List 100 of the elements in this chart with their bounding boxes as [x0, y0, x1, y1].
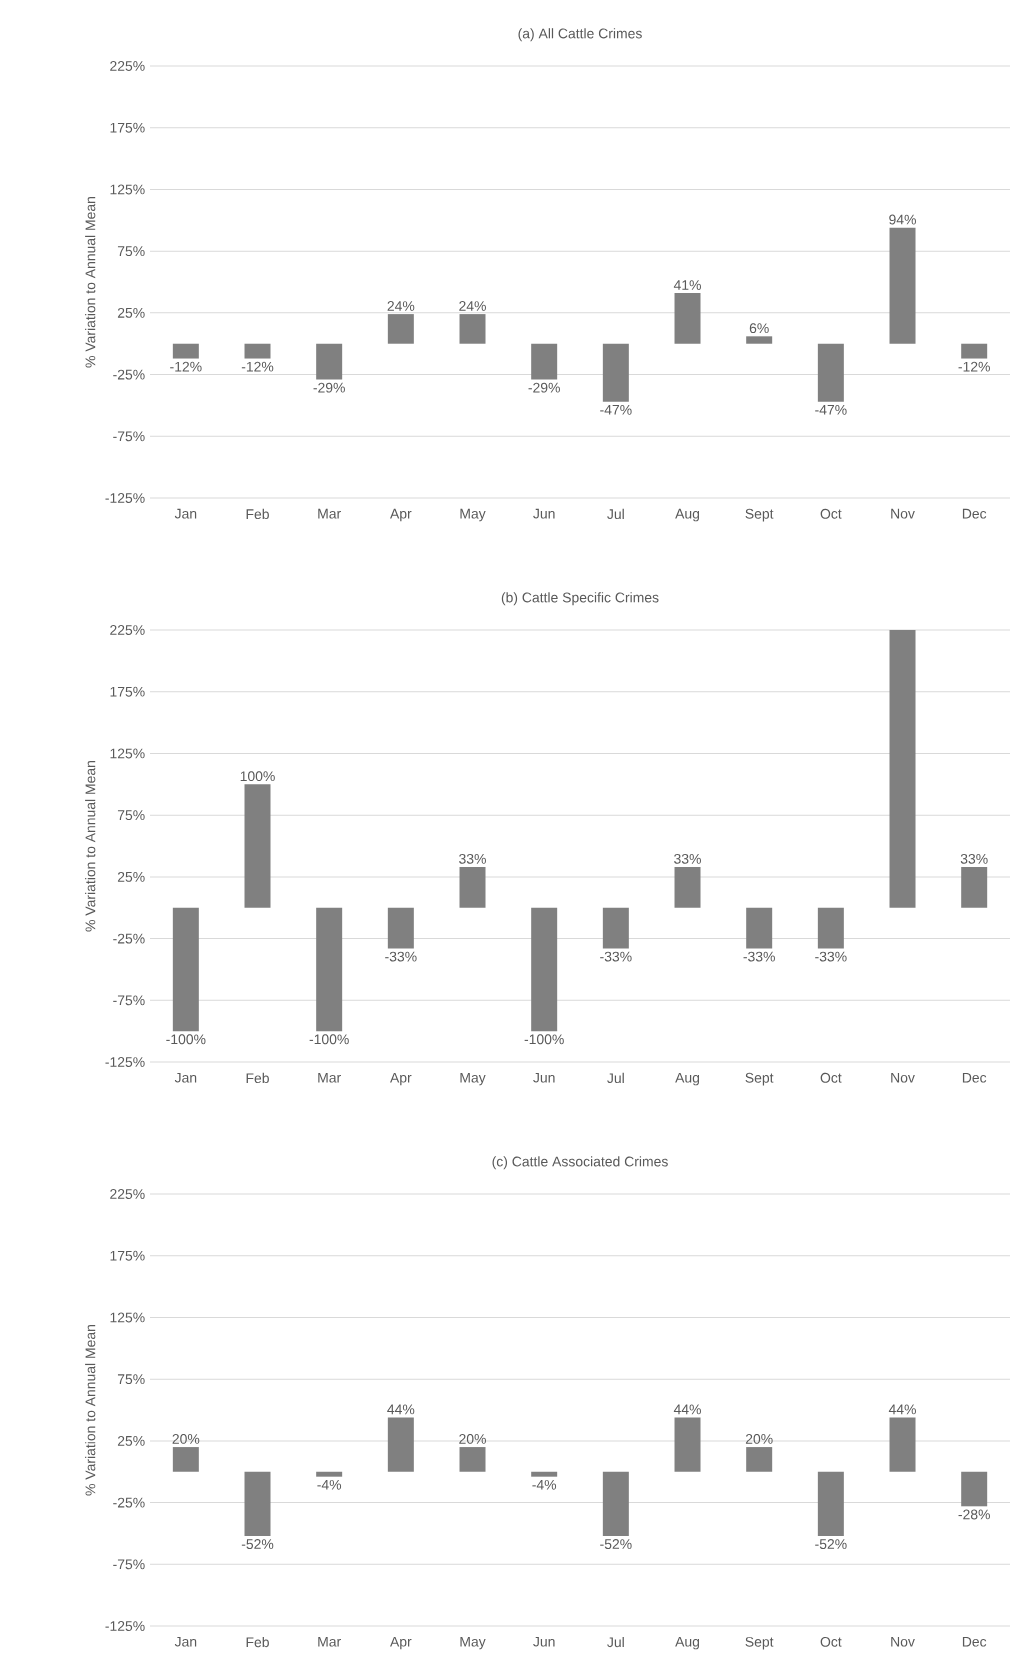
y-tick-label: -75% — [113, 995, 145, 1006]
chart-title: (c) Cattle Associated Crimes — [492, 1156, 668, 1170]
y-tick-label: 175% — [110, 122, 145, 133]
x-tick-label: Jul — [607, 1636, 624, 1648]
bar — [531, 907, 558, 1032]
data-label: 33% — [960, 853, 988, 864]
bar — [244, 1471, 271, 1536]
y-tick-label: 175% — [110, 686, 145, 697]
data-label: -47% — [815, 404, 847, 415]
bar — [602, 343, 629, 402]
y-tick-label: 25% — [117, 307, 145, 318]
y-tick-label: -125% — [105, 1057, 145, 1067]
data-label: 20% — [745, 1433, 773, 1444]
y-tick-label: -25% — [113, 1497, 145, 1508]
bar — [746, 907, 773, 949]
x-tick-label: Jan — [174, 508, 197, 519]
bar — [244, 784, 271, 908]
x-tick-label: Mar — [318, 1072, 341, 1083]
bar — [387, 314, 414, 344]
x-tick-label: Jan — [174, 1636, 197, 1647]
x-tick-label: Oct — [820, 508, 842, 519]
y-tick-label: 225% — [110, 1189, 145, 1199]
x-tick-label: Oct — [820, 1636, 842, 1647]
data-label: -4% — [317, 1479, 342, 1490]
data-label: 100% — [240, 771, 275, 782]
bar — [244, 343, 271, 359]
bar — [387, 907, 414, 949]
y-tick-label: -125% — [105, 1621, 145, 1631]
data-label: -52% — [241, 1539, 274, 1550]
bar — [531, 343, 558, 380]
bar — [961, 343, 988, 359]
data-label: -29% — [313, 382, 345, 393]
y-tick-label: 75% — [117, 1374, 145, 1385]
data-label: 20% — [172, 1433, 200, 1444]
x-tick-label: Dec — [962, 1072, 987, 1083]
x-tick-label: Feb — [246, 1072, 269, 1084]
y-tick-label: 225% — [110, 61, 145, 71]
y-tick-label: -25% — [113, 369, 145, 380]
bar — [172, 343, 199, 359]
bar — [817, 1471, 844, 1536]
data-label: 6% — [749, 323, 769, 334]
data-label: -33% — [815, 951, 847, 962]
x-tick-label: Dec — [962, 1636, 987, 1647]
y-tick-label: 25% — [117, 871, 145, 882]
y-tick-label: -25% — [113, 933, 145, 944]
data-label: 24% — [459, 301, 486, 311]
x-tick-label: Mar — [318, 508, 341, 519]
data-label: -100% — [166, 1034, 206, 1045]
bar — [674, 867, 701, 908]
chart-title: (a) All Cattle Crimes — [518, 28, 642, 42]
x-tick-label: Aug — [675, 1636, 700, 1650]
data-label: -52% — [815, 1539, 847, 1550]
x-tick-label: Jun — [533, 1636, 555, 1647]
data-label: 44% — [888, 1404, 916, 1415]
y-tick-label: 175% — [110, 1250, 145, 1261]
bar — [961, 867, 988, 908]
x-tick-label: Mar — [318, 1636, 341, 1647]
data-label: 44% — [673, 1404, 701, 1415]
data-label: 33% — [459, 853, 486, 864]
bar — [674, 1417, 701, 1472]
bar — [674, 293, 701, 344]
x-tick-label: Oct — [820, 1072, 842, 1083]
bar — [889, 227, 916, 344]
bar — [316, 343, 343, 380]
y-tick-label: 125% — [110, 1312, 145, 1323]
bar — [889, 630, 916, 908]
data-label: -33% — [743, 951, 775, 962]
y-tick-label: 125% — [110, 748, 145, 759]
x-tick-label: Aug — [675, 508, 700, 522]
data-label: 33% — [674, 853, 701, 864]
y-tick-label: -75% — [113, 431, 145, 442]
x-tick-label: Jun — [533, 1072, 555, 1083]
y-axis-title: % Variation to Annual Mean — [85, 761, 96, 932]
x-tick-label: Feb — [246, 1636, 269, 1648]
x-tick-label: Dec — [962, 508, 987, 519]
data-label: 94% — [889, 214, 916, 225]
bar — [172, 907, 199, 1032]
x-tick-label: Jul — [607, 1072, 624, 1084]
x-tick-label: Sept — [745, 1636, 774, 1650]
x-tick-label: Jul — [607, 508, 624, 520]
x-tick-label: May — [460, 1072, 486, 1086]
data-label: -33% — [600, 951, 632, 962]
data-label: -100% — [309, 1034, 349, 1045]
x-tick-label: May — [460, 508, 486, 522]
data-label: 20% — [459, 1433, 486, 1444]
data-label: -12% — [241, 361, 274, 372]
data-label: -29% — [528, 382, 560, 393]
bar — [889, 1417, 916, 1472]
x-tick-label: Aug — [675, 1072, 700, 1086]
bar — [459, 314, 486, 344]
x-tick-label: Nov — [891, 508, 915, 519]
bar — [387, 1417, 414, 1472]
y-tick-label: 225% — [110, 625, 145, 635]
x-tick-label: Apr — [390, 508, 412, 522]
chart-title: (b) Cattle Specific Crimes — [501, 592, 659, 606]
data-label: 41% — [673, 280, 701, 290]
data-label: -33% — [385, 951, 417, 962]
y-tick-label: 25% — [117, 1435, 145, 1446]
bar — [531, 1471, 558, 1477]
data-label: -52% — [600, 1539, 632, 1550]
